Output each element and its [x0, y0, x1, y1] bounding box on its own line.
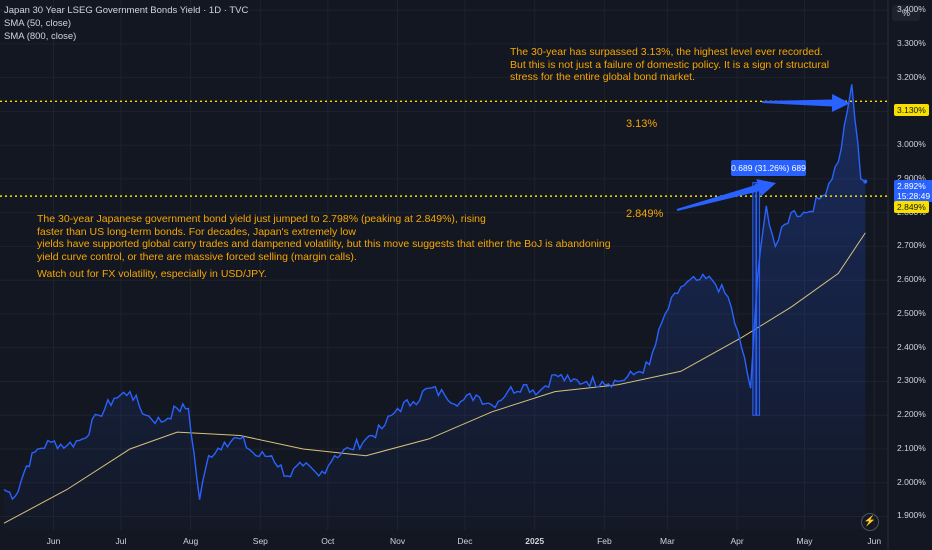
- price-tag-current: 2.892% 15:28:49: [894, 180, 932, 202]
- y-tick-label: 3.000%: [897, 139, 926, 150]
- x-tick-label: Apr: [730, 536, 744, 546]
- arrow-to-2849-icon[interactable]: [676, 179, 776, 211]
- x-tick-label: Feb: [597, 536, 612, 546]
- annotation-left[interactable]: The 30-year Japanese government bond yie…: [37, 213, 611, 263]
- x-tick-label: 2025: [525, 536, 545, 546]
- y-tick-label: 3.400%: [897, 4, 926, 15]
- label-level-2849[interactable]: 2.849%: [626, 208, 664, 220]
- price-tag-313: 3.130%: [894, 104, 929, 116]
- current-price: 2.892%: [897, 181, 926, 191]
- y-tick-label: 3.200%: [897, 71, 926, 82]
- x-tick-label: Oct: [321, 536, 335, 546]
- last-price-dot: [863, 179, 868, 184]
- y-tick-label: 2.400%: [897, 341, 926, 352]
- y-tick-label: 2.300%: [897, 375, 926, 386]
- y-tick-label: 2.500%: [897, 307, 926, 318]
- y-tick-label: 2.100%: [897, 442, 926, 453]
- x-tick-label: Jul: [115, 536, 127, 546]
- x-tick-label: Jun: [46, 536, 61, 546]
- x-tick-label: Dec: [457, 536, 473, 546]
- annotation-top[interactable]: The 30-year has surpassed 3.13%, the hig…: [510, 46, 830, 83]
- y-tick-label: 2.200%: [897, 409, 926, 420]
- measure-label[interactable]: 0.689 (31.26%) 689: [731, 160, 806, 176]
- y-tick-label: 2.600%: [897, 274, 926, 285]
- y-tick-label: 2.000%: [897, 476, 926, 487]
- sma-800-label[interactable]: SMA (800, close): [4, 31, 77, 42]
- sma-50-label[interactable]: SMA (50, close): [4, 18, 72, 29]
- x-tick-label: Jun: [867, 536, 882, 546]
- chart-legend: Japan 30 Year LSEG Government Bonds Yiel…: [4, 4, 248, 43]
- percent-scale-button[interactable]: %: [892, 5, 920, 21]
- chart-title: Japan 30 Year LSEG Government Bonds Yiel…: [4, 5, 249, 16]
- yield-area-fill: [4, 84, 866, 531]
- yield-line: [3, 84, 866, 501]
- x-tick-label: May: [796, 536, 813, 546]
- sma-800-line: [3, 232, 866, 524]
- price-tag-2849: 2.849%: [894, 201, 929, 213]
- annotation-watch[interactable]: Watch out for FX volatility, especially …: [37, 268, 267, 280]
- y-tick-label: 3.300%: [897, 37, 926, 48]
- y-tick-label: 1.900%: [897, 510, 926, 521]
- y-tick-label: 2.700%: [897, 240, 926, 251]
- x-tick-label: Sep: [252, 536, 268, 546]
- arrow-to-313-icon[interactable]: [762, 94, 850, 112]
- label-level-313[interactable]: 3.13%: [626, 118, 658, 130]
- lightning-icon[interactable]: ⚡: [861, 513, 879, 531]
- x-tick-label: Nov: [389, 536, 406, 546]
- y-tick-label: 2.900%: [897, 172, 926, 183]
- x-tick-label: Mar: [660, 536, 675, 546]
- x-tick-label: Aug: [183, 536, 199, 546]
- bar-countdown: 15:28:49: [897, 191, 931, 201]
